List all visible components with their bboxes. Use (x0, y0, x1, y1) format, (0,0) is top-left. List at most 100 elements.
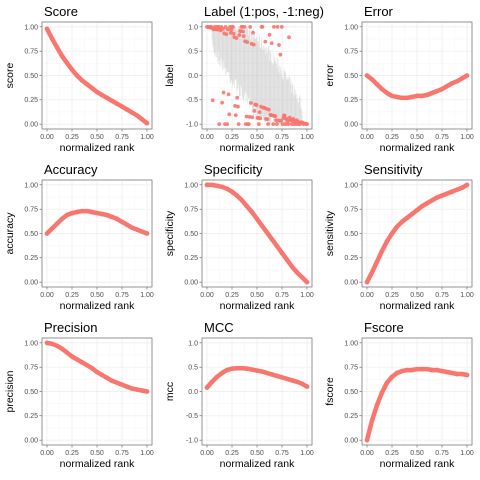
data-point (294, 270, 300, 275)
x-tick-label: 0.75 (435, 134, 449, 141)
panel-border (201, 21, 313, 130)
data-point (454, 187, 460, 193)
data-point (234, 365, 240, 371)
data-point (439, 368, 445, 374)
y-axis-label: error (324, 64, 336, 87)
y-axis-label: mcc (164, 382, 176, 401)
data-point (404, 95, 410, 101)
x-tick-label: 1.00 (300, 134, 314, 141)
label-point (274, 122, 279, 127)
label-point (277, 43, 281, 47)
label-point (223, 24, 228, 29)
x-tick-label: 0.50 (90, 292, 104, 299)
data-point (254, 216, 260, 222)
y-tick-label: 0.00 (344, 280, 358, 287)
data-point (84, 81, 90, 87)
data-point (439, 86, 445, 92)
data-point (129, 386, 135, 391)
label-point (278, 52, 283, 57)
y-tick-label: 0.25 (24, 97, 38, 104)
x-tick-label: 1.00 (300, 450, 314, 457)
data-point (54, 221, 60, 227)
x-tick-label: 0.00 (200, 450, 214, 457)
data-point (104, 212, 110, 218)
x-tick-label: 0.50 (250, 292, 264, 299)
data-point (369, 418, 375, 423)
label-point (248, 100, 253, 105)
data-point (394, 370, 400, 376)
data-point (244, 366, 250, 371)
label-point (266, 122, 271, 127)
data-point (214, 374, 220, 380)
x-tick-label: 0.00 (40, 292, 54, 299)
x-axis-label: normalized rank (380, 142, 455, 154)
panel-border (201, 337, 313, 446)
data-point (264, 230, 270, 235)
y-tick-label: 1.00 (344, 24, 358, 31)
data-point (124, 384, 130, 389)
x-tick-label: 0.50 (90, 134, 104, 141)
data-point (104, 375, 110, 381)
x-tick-label: 0.75 (275, 292, 289, 299)
y-tick-label: 1.00 (344, 182, 358, 189)
x-tick-label: 0.25 (65, 450, 79, 457)
x-axis-label: normalized rank (220, 300, 295, 312)
y-tick-label: 0.75 (184, 207, 198, 214)
data-point (134, 113, 140, 118)
data-point (99, 372, 105, 378)
label-point (220, 100, 225, 105)
panel-score: 0.00 0.25 0.50 0.75 1.00 0.00 0.25 0.50 0.75 1.00… (4, 4, 154, 154)
data-point (54, 343, 60, 349)
label-point (282, 113, 287, 118)
data-point (289, 378, 295, 383)
panel-mcc: 0.00 0.25 0.50 0.75 1.00 -1.0 -0.5 0.0 0.5 1.0 MCC… (164, 320, 314, 470)
label-point (225, 122, 230, 127)
data-point (74, 209, 80, 215)
label-point (210, 98, 215, 103)
label-point (236, 104, 240, 109)
data-point (444, 83, 450, 89)
x-tick-label: 0.50 (410, 450, 424, 457)
data-point (269, 237, 275, 242)
y-tick-label: 0.25 (344, 255, 358, 262)
label-point (244, 114, 249, 119)
data-point (284, 257, 290, 263)
y-tick-label: 0.75 (344, 365, 358, 372)
x-tick-label: 1.00 (140, 450, 154, 457)
data-point (414, 207, 420, 213)
data-point (229, 366, 235, 371)
data-point (464, 73, 470, 78)
label-point (247, 114, 252, 119)
data-point (434, 88, 440, 94)
data-point (244, 203, 250, 209)
data-point (449, 80, 455, 86)
data-point (434, 195, 440, 200)
data-point (284, 376, 290, 382)
data-point (294, 379, 300, 385)
data-point (259, 223, 265, 229)
label-point (234, 36, 239, 40)
y-tick-label: 1.00 (24, 340, 38, 347)
y-tick-label: 1.0 (188, 340, 198, 347)
x-tick-label: 0.75 (275, 450, 289, 457)
data-point (424, 366, 430, 372)
data-point (409, 211, 415, 217)
data-point (364, 437, 370, 443)
x-tick-label: 0.75 (115, 134, 129, 141)
data-point (279, 375, 285, 380)
data-point (369, 77, 375, 82)
data-point (249, 367, 255, 372)
label-point (279, 118, 284, 123)
panel-title: MCC (204, 320, 234, 335)
label-point (242, 24, 247, 29)
label-point (248, 24, 253, 29)
data-point (219, 184, 225, 190)
y-axis-label: precision (4, 370, 16, 412)
label-point (235, 95, 240, 100)
data-point (444, 191, 450, 196)
y-tick-label: 0.75 (24, 365, 38, 372)
panel-title: Fscore (364, 320, 404, 335)
data-point (404, 215, 410, 221)
y-tick-label: 0.25 (24, 255, 38, 262)
data-point (59, 346, 65, 352)
